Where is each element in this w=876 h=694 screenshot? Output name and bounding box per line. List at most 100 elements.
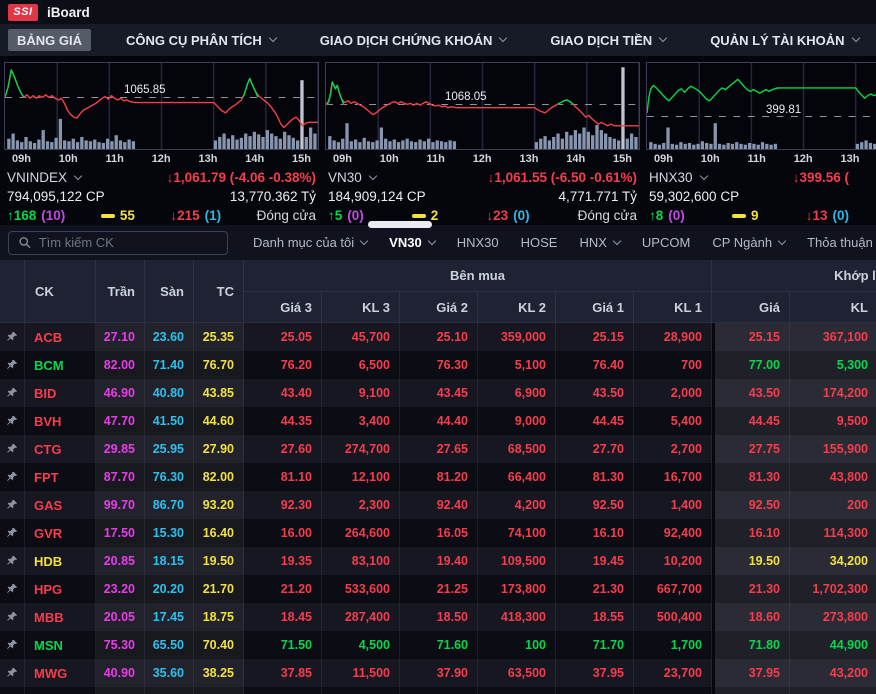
ticker-cell[interactable]: ACB: [25, 323, 96, 351]
table-row-ctg[interactable]: CTG 29.85 25.95 27.90 27.60 274,700 27.65 68,50…: [0, 435, 876, 463]
nav-item-giao-dịch-chứng-khoán[interactable]: GIAO DỊCH CHỨNG KHOÁN: [311, 29, 516, 51]
tab-thỏa-thuận[interactable]: Thỏa thuận: [796, 225, 876, 260]
search-input[interactable]: [38, 235, 217, 250]
table-row-partial: [0, 687, 876, 694]
ticker-cell[interactable]: CTG: [25, 435, 96, 463]
bid-price-2-cell: 81.20: [400, 463, 478, 491]
table-row-msn[interactable]: MSN 75.30 65.50 70.40 71.50 4,500 71.60 100 71.7…: [0, 631, 876, 659]
index-name-dropdown[interactable]: VNINDEX: [7, 170, 83, 185]
pin-cell[interactable]: [0, 491, 25, 519]
ticker-cell[interactable]: HPG: [25, 575, 96, 603]
pin-icon: [7, 359, 18, 369]
bid-price-3-cell: 21.20: [244, 575, 322, 603]
matched-volume-cell: 5,300: [790, 351, 876, 379]
table-row-hdb[interactable]: HDB 20.85 18.15 19.50 19.35 83,100 19.40 109,50…: [0, 547, 876, 575]
bid-volume-2-cell: 9,000: [478, 407, 556, 435]
advancers-count: ↑8: [649, 208, 664, 223]
tab-cp-ngành[interactable]: CP Ngành: [701, 225, 796, 260]
tab-vn30[interactable]: VN30: [378, 225, 446, 260]
price-board: CK Trần Sàn TC Bên mua Khớp lệnh Giá 3 K…: [0, 260, 876, 694]
bid-volume-3-cell: 11,500: [322, 659, 400, 687]
col-header-kl2[interactable]: KL 2: [478, 292, 556, 323]
pin-cell[interactable]: [0, 407, 25, 435]
tab-upcom[interactable]: UPCOM: [631, 225, 701, 260]
pin-cell[interactable]: [0, 603, 25, 631]
pin-cell[interactable]: [0, 463, 25, 491]
ticker-cell[interactable]: MWG: [25, 659, 96, 687]
pin-cell[interactable]: [0, 519, 25, 547]
table-row-mbb[interactable]: MBB 20.05 17.45 18.75 18.45 287,400 18.50 418,3…: [0, 603, 876, 631]
col-header-matched-price[interactable]: Giá: [712, 292, 790, 323]
ticker-cell[interactable]: MSN: [25, 631, 96, 659]
pin-cell[interactable]: [0, 435, 25, 463]
index-name-dropdown[interactable]: HNX30: [649, 170, 708, 185]
tab-scrollbar-thumb[interactable]: [368, 221, 432, 228]
table-row-fpt[interactable]: FPT 87.70 76.30 82.00 81.10 12,100 81.20 66,400…: [0, 463, 876, 491]
ceiling-price-cell: 29.85: [96, 435, 145, 463]
floor-price-cell: 76.30: [145, 463, 194, 491]
table-row-bvh[interactable]: BVH 47.70 41.50 44.60 44.35 3,400 44.40 9,000 44…: [0, 407, 876, 435]
tab-danh-mục-của-tôi[interactable]: Danh mục của tôi: [242, 225, 378, 260]
ticker-cell[interactable]: FPT: [25, 463, 96, 491]
bid-volume-2-cell: 6,900: [478, 379, 556, 407]
chevron-down-icon: [658, 33, 668, 43]
bid-price-1-cell: 81.30: [556, 463, 634, 491]
col-header-reference[interactable]: TC: [194, 260, 244, 323]
matched-group-header: Khớp lệnh: [712, 260, 876, 292]
bid-volume-3-cell: 6,500: [322, 351, 400, 379]
bid-volume-1-cell: 23,700: [634, 659, 712, 687]
chevron-down-icon: [359, 236, 369, 245]
pin-cell[interactable]: [0, 379, 25, 407]
ticker-cell[interactable]: MBB: [25, 603, 96, 631]
nav-item-quản-lý-tài-khoản[interactable]: QUẢN LÝ TÀI KHOẢN: [701, 29, 867, 51]
arrow-down-icon: ↓: [486, 208, 494, 223]
pin-cell[interactable]: [0, 351, 25, 379]
pin-cell[interactable]: [0, 631, 25, 659]
ticker-cell[interactable]: BVH: [25, 407, 96, 435]
col-header-kl3[interactable]: KL 3: [322, 292, 400, 323]
col-header-gia3[interactable]: Giá 3: [244, 292, 322, 323]
tab-hose[interactable]: HOSE: [510, 225, 569, 260]
ticker-cell[interactable]: GVR: [25, 519, 96, 547]
col-header-gia2[interactable]: Giá 2: [400, 292, 478, 323]
index-name-dropdown[interactable]: VN30: [328, 170, 378, 185]
ceiling-price-cell: 47.70: [96, 407, 145, 435]
ticker-cell[interactable]: GAS: [25, 491, 96, 519]
col-header-ceiling[interactable]: Trần: [96, 260, 145, 323]
ticker-cell[interactable]: BCM: [25, 351, 96, 379]
table-row-acb[interactable]: ACB 27.10 23.60 25.35 25.05 45,700 25.10 359,00…: [0, 323, 876, 351]
nav-item-bảng-giá[interactable]: BẢNG GIÁ: [8, 29, 91, 51]
ticker-cell[interactable]: BID: [25, 379, 96, 407]
col-header-kl1[interactable]: KL 1: [634, 292, 712, 323]
floor-price-cell: 15.30: [145, 519, 194, 547]
nav-item-giao-dịch-tiền[interactable]: GIAO DỊCH TIỀN: [541, 29, 675, 51]
tab-hnx30[interactable]: HNX30: [446, 225, 510, 260]
table-row-bid[interactable]: BID 46.90 40.80 43.85 43.40 9,100 43.45 6,900 43…: [0, 379, 876, 407]
col-header-floor[interactable]: Sàn: [145, 260, 194, 323]
chevron-down-icon: [499, 33, 508, 43]
pin-cell[interactable]: [0, 575, 25, 603]
table-row-gvr[interactable]: GVR 17.50 15.30 16.40 16.00 264,600 16.05 74,10…: [0, 519, 876, 547]
nav-item-công-cụ-phân-tích[interactable]: CÔNG CỤ PHÂN TÍCH: [117, 29, 285, 51]
ticker-cell[interactable]: HDB: [25, 547, 96, 575]
unchanged-count: 2: [411, 208, 438, 223]
pin-cell[interactable]: [0, 659, 25, 687]
stock-search[interactable]: [8, 230, 228, 255]
col-header-gia1[interactable]: Giá 1: [556, 292, 634, 323]
pin-cell[interactable]: [0, 323, 25, 351]
matched-volume-cell: 1,702,300: [790, 575, 876, 603]
reference-value-label: 1068.05: [444, 91, 487, 104]
table-row-hpg[interactable]: HPG 23.20 20.20 21.70 21.20 533,600 21.25 173,8…: [0, 575, 876, 603]
table-row-bcm[interactable]: BCM 82.00 71.40 76.70 76.20 6,500 76.30 5,100 76…: [0, 351, 876, 379]
index-volume: 794,095,122 CP: [7, 189, 105, 204]
table-row-mwg[interactable]: MWG 40.90 35.60 38.25 37.85 11,500 37.90 63,500…: [0, 659, 876, 687]
tab-label: HNX: [579, 235, 607, 250]
index-panel-vn30: 1068.05 09h 10h 11h 12h 13h 14h 15h VN30 ↓1,06…: [325, 62, 640, 224]
tab-hnx[interactable]: HNX: [568, 225, 630, 260]
col-header-ck[interactable]: CK: [25, 260, 96, 323]
matched-volume-cell: 155,900: [790, 435, 876, 463]
col-header-matched-volume[interactable]: KL: [790, 292, 876, 323]
table-row-gas[interactable]: GAS 99.70 86.70 93.20 92.30 2,300 92.40 4,200 92…: [0, 491, 876, 519]
pin-cell[interactable]: [0, 547, 25, 575]
